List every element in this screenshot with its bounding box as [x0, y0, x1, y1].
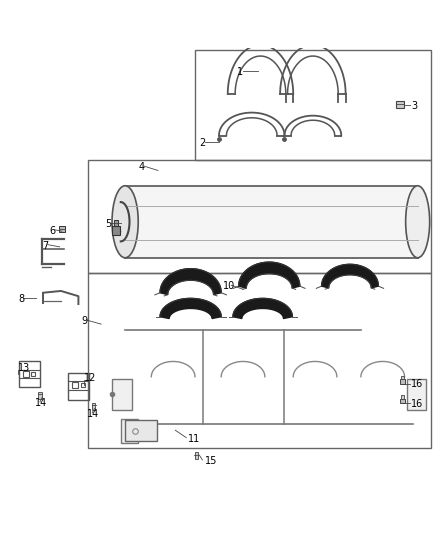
Bar: [68, 374, 89, 400]
Bar: [59, 227, 65, 232]
Polygon shape: [239, 262, 300, 288]
Bar: [407, 379, 426, 409]
Polygon shape: [160, 298, 221, 319]
Text: 4: 4: [138, 162, 145, 172]
Text: 6: 6: [49, 225, 56, 236]
Polygon shape: [233, 298, 292, 319]
Bar: [92, 403, 95, 410]
Bar: [400, 379, 405, 384]
Bar: [88, 159, 431, 273]
Text: 7: 7: [42, 240, 49, 251]
Text: 3: 3: [411, 101, 417, 111]
Polygon shape: [160, 269, 221, 295]
Bar: [39, 392, 42, 399]
Bar: [125, 420, 156, 441]
Bar: [125, 185, 418, 258]
Bar: [401, 376, 404, 379]
Bar: [195, 453, 198, 459]
Text: 14: 14: [87, 409, 99, 418]
Bar: [112, 379, 132, 409]
Text: 5: 5: [106, 219, 112, 229]
Text: 10: 10: [223, 281, 236, 291]
Bar: [112, 227, 120, 235]
Text: 12: 12: [84, 373, 96, 383]
Text: 8: 8: [18, 294, 24, 304]
Bar: [114, 220, 118, 227]
Text: 11: 11: [188, 433, 201, 443]
Bar: [400, 399, 405, 403]
Text: 16: 16: [411, 399, 424, 409]
Text: 1: 1: [237, 67, 243, 77]
Text: 13: 13: [18, 363, 30, 373]
Bar: [121, 419, 138, 443]
Text: 14: 14: [35, 398, 47, 408]
Bar: [195, 51, 431, 159]
Text: 16: 16: [411, 379, 424, 390]
Ellipse shape: [112, 185, 138, 258]
Bar: [401, 395, 404, 399]
Bar: [19, 361, 40, 386]
Bar: [396, 101, 404, 108]
Text: 2: 2: [199, 138, 205, 148]
Bar: [88, 273, 431, 448]
Text: 9: 9: [81, 316, 88, 326]
Ellipse shape: [406, 185, 430, 258]
Text: 15: 15: [205, 456, 217, 466]
Polygon shape: [321, 264, 378, 288]
